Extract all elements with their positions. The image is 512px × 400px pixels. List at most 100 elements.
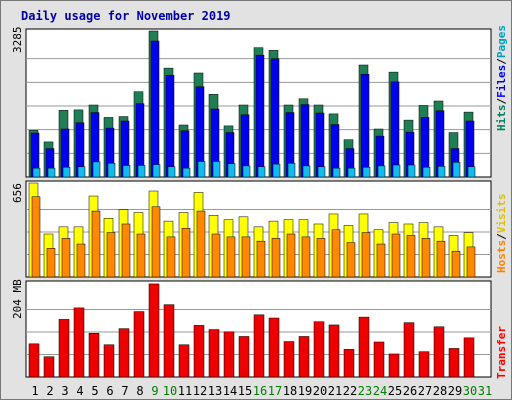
bar-pages [62, 166, 71, 178]
bar-pages [377, 165, 386, 178]
bar-hosts [331, 229, 341, 278]
bar-transfer [328, 324, 340, 378]
bar-hosts [436, 240, 446, 278]
bar-pages [212, 161, 221, 178]
bar-pages [392, 164, 401, 178]
x-tick-label: 2 [46, 384, 53, 398]
x-tick-label: 7 [121, 384, 128, 398]
bar-files [150, 40, 160, 178]
bar-hosts [391, 233, 401, 278]
legend-segment: Transfer [495, 326, 508, 379]
bar-transfer [28, 343, 40, 378]
x-tick-label: 18 [283, 384, 297, 398]
x-tick-label: 1 [31, 384, 38, 398]
bar-hosts [466, 246, 476, 278]
bar-transfer [448, 348, 460, 378]
bar-hosts [301, 236, 311, 278]
bar-transfer [298, 336, 310, 378]
bar-hosts [166, 236, 176, 278]
x-tick-label: 25 [388, 384, 402, 398]
bar-hosts [76, 243, 86, 278]
legend-segment: Visits [495, 194, 508, 234]
legend-segment: / [495, 233, 508, 240]
bar-transfer [148, 283, 160, 378]
bar-transfer [418, 351, 430, 378]
bar-hosts [46, 248, 56, 278]
bar-pages [107, 162, 116, 178]
bar-pages [407, 164, 416, 178]
x-tick-label: 23 [358, 384, 372, 398]
bar-pages [362, 166, 371, 178]
bar-transfer [358, 316, 370, 378]
x-tick-label: 10 [163, 384, 177, 398]
bar-pages [227, 163, 236, 178]
x-tick-label: 11 [178, 384, 192, 398]
bar-hosts [241, 236, 251, 278]
bar-hosts [61, 238, 71, 278]
x-tick-label: 13 [208, 384, 222, 398]
bar-files [165, 74, 175, 178]
legend-segment: / [495, 98, 508, 105]
middle-ymax-label: 656 [11, 183, 24, 203]
x-tick-label: 29 [448, 384, 462, 398]
bar-transfer [43, 356, 55, 378]
top-legend-label: Hits/Files/Pages [495, 25, 508, 131]
bar-transfer [73, 307, 85, 378]
bar-transfer [103, 344, 115, 378]
bar-pages [122, 165, 131, 178]
bar-pages [242, 165, 251, 178]
bar-hosts [286, 233, 296, 278]
bar-pages [77, 166, 86, 178]
x-tick-label: 9 [151, 384, 158, 398]
bar-pages [272, 163, 281, 178]
bar-transfer [433, 326, 445, 378]
bar-transfer [463, 337, 475, 378]
bar-transfer [133, 311, 145, 378]
bar-pages [92, 161, 101, 178]
legend-segment: Pages [495, 25, 508, 58]
bar-transfer [193, 325, 205, 378]
bar-pages [332, 167, 341, 178]
bottom-legend-label: Transfer [495, 326, 508, 379]
bar-hosts [211, 233, 221, 278]
bar-transfer [268, 317, 280, 378]
x-tick-label: 26 [403, 384, 417, 398]
bar-transfer [88, 332, 100, 378]
bar-transfer [118, 328, 130, 378]
x-tick-label: 20 [313, 384, 327, 398]
bar-hosts [91, 210, 101, 278]
bar-transfer [253, 314, 265, 378]
middle-legend-label: Hosts/Visits [495, 194, 508, 274]
bar-pages [47, 167, 56, 178]
x-tick-label: 12 [193, 384, 207, 398]
bar-pages [167, 166, 176, 178]
x-tick-label: 3 [61, 384, 68, 398]
bar-transfer [238, 336, 250, 378]
bar-transfer [403, 322, 415, 378]
bar-hosts [106, 232, 116, 278]
bar-hosts [451, 250, 461, 278]
x-tick-label: 28 [433, 384, 447, 398]
chart-title: Daily usage for November 2019 [21, 9, 231, 23]
bar-transfer [388, 353, 400, 378]
bar-hosts [346, 242, 356, 278]
bar-hosts [121, 223, 131, 278]
bar-pages [32, 167, 41, 178]
x-tick-label: 5 [91, 384, 98, 398]
x-tick-label: 16 [253, 384, 267, 398]
x-tick-label: 24 [373, 384, 387, 398]
bar-hosts [271, 238, 281, 278]
x-tick-label: 30 [463, 384, 477, 398]
bar-files [270, 58, 280, 178]
bar-hosts [316, 238, 326, 278]
bar-hosts [181, 228, 191, 278]
x-tick-label: 8 [136, 384, 143, 398]
x-tick-label: 21 [328, 384, 342, 398]
x-tick-label: 6 [106, 384, 113, 398]
bar-transfer [178, 344, 190, 378]
bar-hosts [256, 240, 266, 278]
x-tick-label: 15 [238, 384, 252, 398]
bar-pages [467, 166, 476, 178]
x-tick-label: 27 [418, 384, 432, 398]
